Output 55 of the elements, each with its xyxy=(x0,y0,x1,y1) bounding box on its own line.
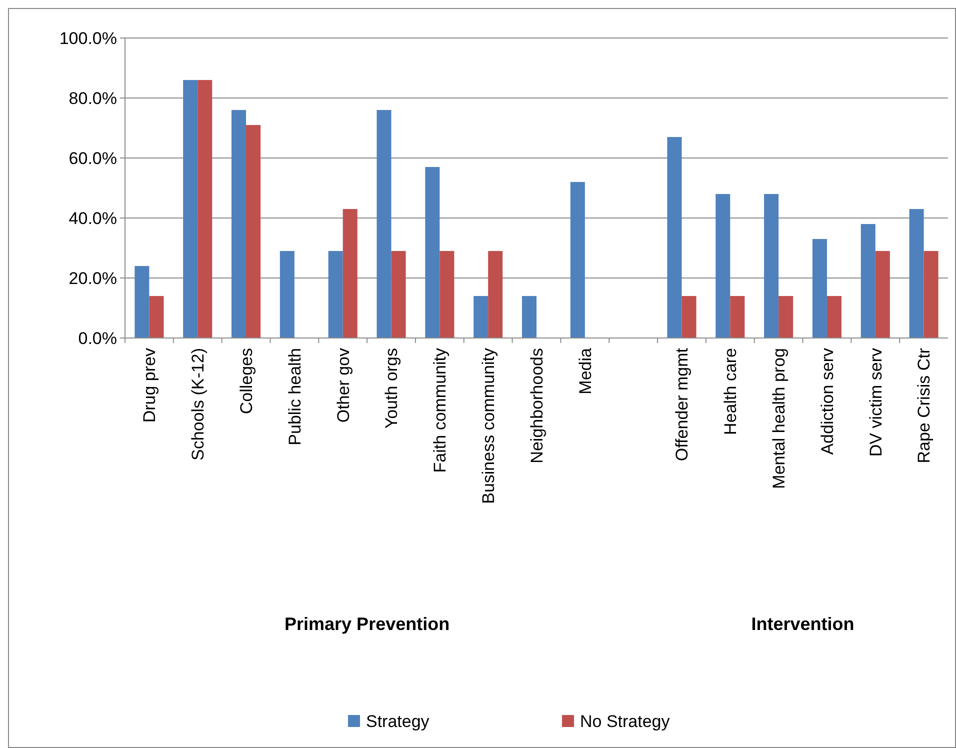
text: Intervention xyxy=(751,614,854,634)
x-tick-label: Business community xyxy=(479,348,498,504)
y-tick-label: 20.0% xyxy=(68,268,117,288)
y-tick-label: 80.0% xyxy=(68,88,117,108)
bar xyxy=(570,182,585,338)
bar xyxy=(875,251,890,338)
legend-label: Strategy xyxy=(366,712,430,731)
bar xyxy=(682,296,696,338)
x-tick-label: Drug prev xyxy=(140,348,160,423)
x-tick-label: Public health xyxy=(285,348,304,446)
y-tick-label: 0.0% xyxy=(78,328,117,348)
text: Primary Prevention xyxy=(284,614,450,634)
y-tick-label: 40.0% xyxy=(68,208,117,228)
x-tick-label: Colleges xyxy=(236,348,256,414)
bar xyxy=(474,296,488,338)
bar xyxy=(924,251,938,338)
x-tick-label: Rape Crisis Ctr xyxy=(914,348,934,464)
bar xyxy=(522,296,536,338)
bar xyxy=(667,137,682,338)
bar xyxy=(198,80,212,338)
x-tick-label: Youth orgs xyxy=(382,348,402,429)
bar xyxy=(280,251,294,338)
x-tick-label: Neighborhoods xyxy=(527,348,546,464)
bar xyxy=(246,125,261,338)
bar xyxy=(149,296,164,338)
x-tick-label: Media xyxy=(576,347,595,394)
bar xyxy=(391,251,406,338)
x-tick-label: Mental health prog xyxy=(770,348,789,489)
x-tick-label: Other gov xyxy=(334,348,353,423)
bar xyxy=(440,251,454,338)
x-tick-label: Offender mgmt xyxy=(672,348,692,462)
x-tick-label: DV victim serv xyxy=(866,348,886,457)
bar xyxy=(764,194,779,338)
x-tick-label: Health care xyxy=(721,348,740,435)
bar xyxy=(812,239,827,338)
bar xyxy=(376,110,392,338)
bar xyxy=(778,296,794,338)
bar xyxy=(730,296,745,338)
y-tick-label: 60.0% xyxy=(68,148,117,168)
x-tick-label: Addiction serv xyxy=(818,348,837,455)
bar xyxy=(328,251,343,338)
x-tick-label: Faith community xyxy=(430,348,450,473)
bar xyxy=(826,296,842,338)
bar xyxy=(342,209,358,338)
bar xyxy=(716,194,730,338)
bar xyxy=(425,167,440,338)
legend-label: No Strategy xyxy=(580,712,670,731)
bar xyxy=(909,209,924,338)
x-tick-label: Schools (K-12) xyxy=(188,348,208,460)
bar xyxy=(488,251,503,338)
bar xyxy=(232,110,246,338)
bar xyxy=(134,266,150,338)
bar xyxy=(860,224,876,338)
bar xyxy=(183,80,198,338)
y-tick-label: 100.0% xyxy=(59,28,117,48)
